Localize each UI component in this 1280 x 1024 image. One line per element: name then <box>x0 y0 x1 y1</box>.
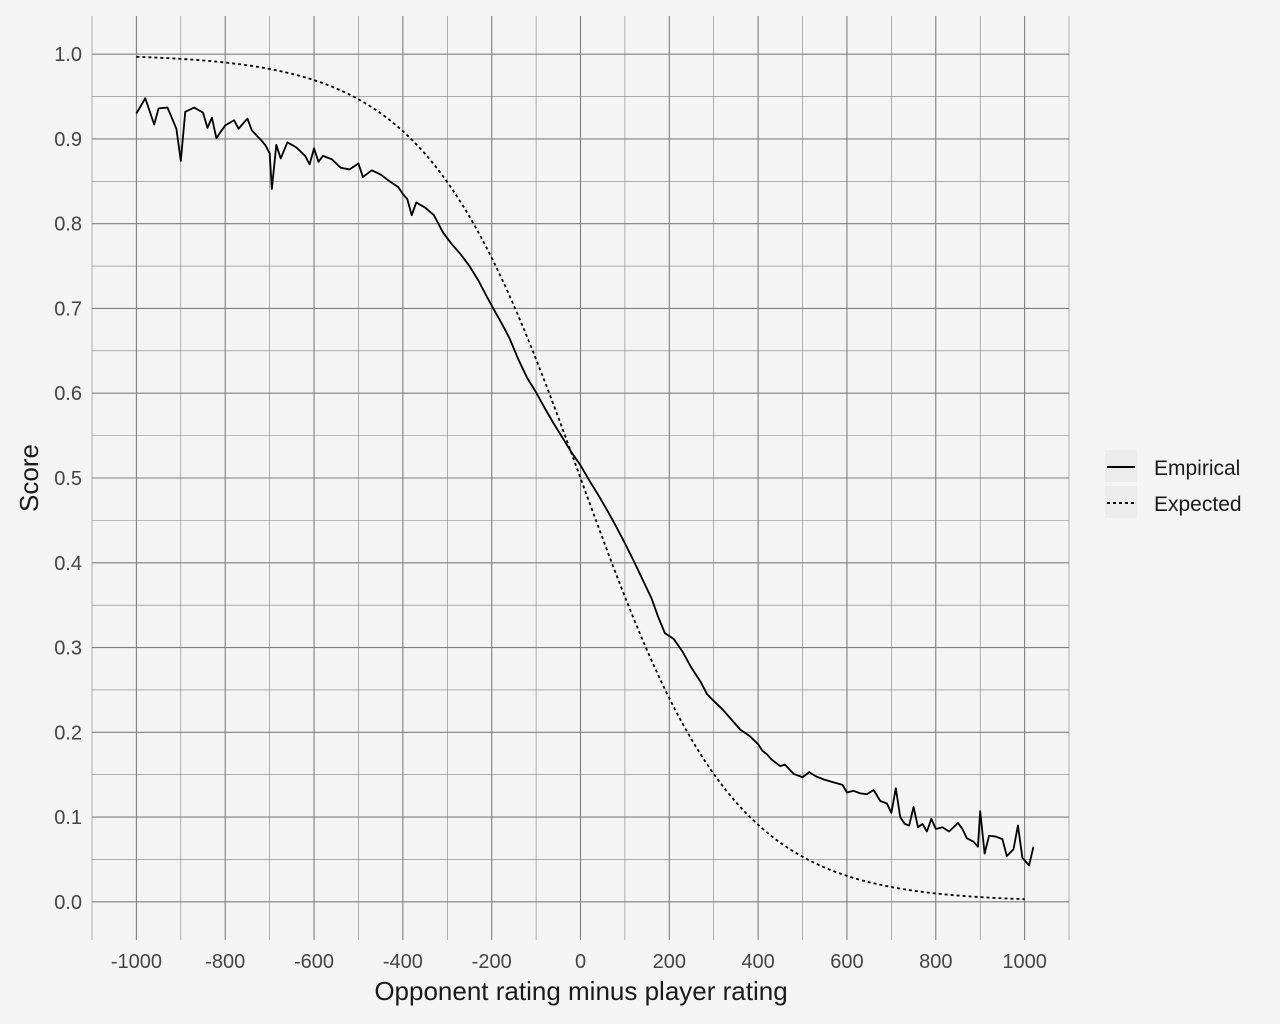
x-tick-label: -200 <box>472 951 512 973</box>
grid-major <box>92 16 1069 940</box>
y-tick-label: 0.4 <box>54 553 82 575</box>
y-tick-label: 0.5 <box>54 468 82 490</box>
series-layer <box>135 55 1035 901</box>
x-tick-label: 1000 <box>1002 951 1047 973</box>
plot-area <box>91 16 1070 940</box>
x-tick-label: 800 <box>919 951 952 973</box>
y-tick-label: 1.0 <box>54 44 82 66</box>
legend-label-empirical: Empirical <box>1154 457 1240 480</box>
y-tick-label: 0.8 <box>54 214 82 236</box>
y-tick-label: 0.3 <box>54 638 82 660</box>
x-tick-label: 400 <box>741 951 774 973</box>
y-axis-title: Score <box>14 444 44 512</box>
y-tick-label: 0.0 <box>54 892 82 914</box>
x-tick-label: -600 <box>294 951 334 973</box>
legend: Empirical Expected <box>1105 450 1242 518</box>
y-tick-label: 0.2 <box>54 722 82 744</box>
x-tick-label: -800 <box>205 951 245 973</box>
legend-label-expected: Expected <box>1154 493 1242 516</box>
x-tick-label: -400 <box>383 951 423 973</box>
y-tick-labels: 0.0 0.1 0.2 0.3 0.4 0.5 0.6 0.7 0.8 0.9 1.0 <box>54 44 82 914</box>
x-tick-labels: -1000 -800 -600 -400 -200 0 200 400 600 800 1000 <box>111 951 1047 973</box>
x-tick-label: 600 <box>830 951 863 973</box>
y-tick-label: 0.1 <box>54 807 82 829</box>
series-line-empirical <box>135 97 1035 867</box>
x-tick-label: 200 <box>653 951 686 973</box>
y-tick-label: 0.9 <box>54 129 82 151</box>
x-axis-title: Opponent rating minus player rating <box>374 976 787 1006</box>
y-tick-label: 0.6 <box>54 383 82 405</box>
x-tick-label: -1000 <box>111 951 162 973</box>
y-tick-label: 0.7 <box>54 298 82 320</box>
x-tick-label: 0 <box>575 951 586 973</box>
